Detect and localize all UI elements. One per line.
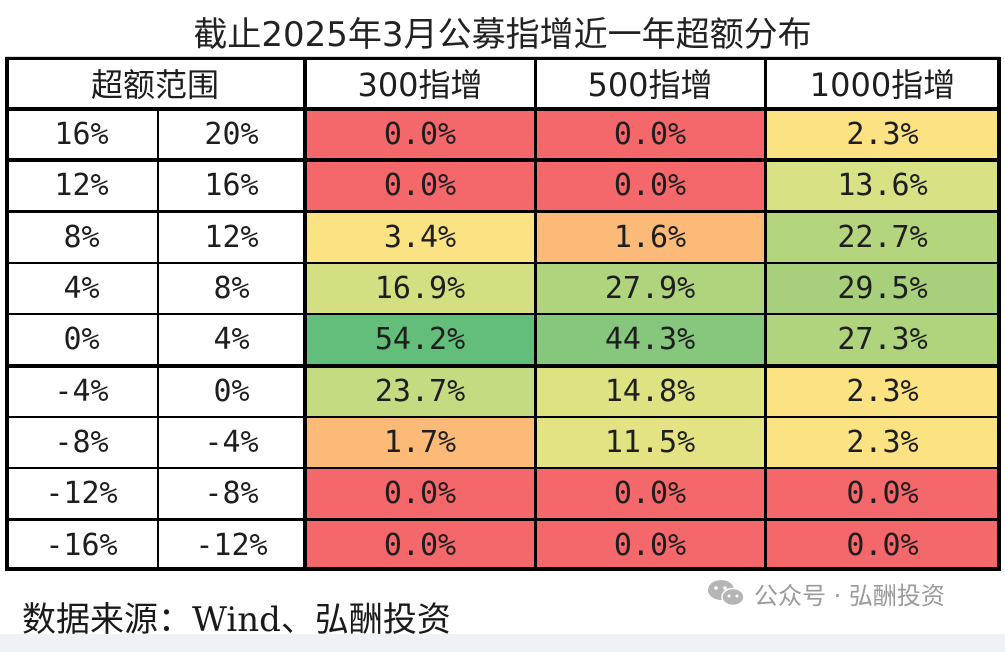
value-cell: 54.2% [305,314,535,366]
table-border-bottom [5,567,1000,572]
row-divider [5,210,1000,213]
value-cell: 27.3% [765,314,1000,366]
table-border-top [5,57,1000,60]
range-high: 0% [213,373,250,409]
range-high: 4% [213,322,250,358]
value-cell: 0.0% [765,468,1000,520]
value-cell: 23.7% [305,365,535,417]
value-cell: 0.0% [305,109,535,161]
range-low: 0% [63,322,100,358]
value-cell: 0.0% [305,519,535,571]
column-divider [303,57,307,571]
header-divider [5,107,1000,111]
range-low: 8% [63,219,100,255]
value-cell: 44.3% [535,314,765,366]
value-cell: 1.7% [305,416,535,469]
wechat-icon [708,580,745,607]
value-cell: 0.0% [535,519,765,571]
range-low: -4% [54,373,109,409]
value-cell: 0.0% [535,160,765,212]
range-low: -16% [45,527,118,563]
value-cell: 1.6% [535,211,765,263]
range-high: 16% [204,168,259,204]
source-note: 数据来源：Wind、弘酬投资 [22,600,451,640]
watermark-text: 公众号 · 弘酬投资 [754,581,945,610]
range-high: -4% [204,424,259,460]
row-divider [5,158,1000,163]
value-cell: 29.5% [765,262,1000,315]
range-low: 16% [54,117,109,153]
row-divider [5,518,1000,521]
value-cell: 0.0% [535,109,765,161]
table-border-right [996,57,1001,571]
header-1000: 1000指增 [809,66,956,104]
table-title: 截止2025年3月公募指增近一年超额分布 [193,14,812,55]
range-high: -8% [204,476,259,512]
distribution-table: 超额范围 300指增 500指增 1000指增 16% 20% 0.0% 0.0% 2.3% 12… [4,57,1001,572]
range-low: 12% [54,168,109,204]
range-low: -12% [45,476,118,512]
value-cell: 0.0% [535,468,765,520]
value-cell: 3.4% [305,211,535,263]
value-cell: 13.6% [765,160,1000,212]
value-cell: 16.9% [305,262,535,315]
header-500: 500指增 [587,66,713,104]
watermark: 公众号 · 弘酬投资 [706,575,945,611]
title-divider [5,56,1000,57]
footer-strip [0,634,1005,652]
row-divider [5,466,1000,470]
range-high: 20% [204,117,259,153]
table-border-left [4,57,9,571]
value-cell: 14.8% [535,365,765,417]
range-low: 4% [63,271,100,307]
row-divider [5,312,1000,316]
range-high: 8% [213,271,250,307]
header-range: 超额范围 [90,66,219,104]
row-divider [5,415,1000,419]
value-cell: 0.0% [305,468,535,520]
column-divider [156,109,160,571]
column-divider [763,57,767,571]
header-300: 300指增 [357,66,483,104]
value-cell: 0.0% [305,160,535,212]
value-cell: 27.9% [535,262,765,315]
column-divider [533,57,537,571]
range-high: -12% [195,527,268,563]
value-cell: 2.3% [765,109,1000,161]
value-cell: 22.7% [765,211,1000,263]
value-cell: 0.0% [765,519,1000,571]
row-divider [5,363,1000,368]
value-cell: 2.3% [765,365,1000,417]
range-low: -8% [54,424,109,460]
value-cell: 2.3% [765,416,1000,469]
value-cell: 11.5% [535,416,765,469]
range-high: 12% [204,219,259,255]
row-divider [5,261,1000,265]
